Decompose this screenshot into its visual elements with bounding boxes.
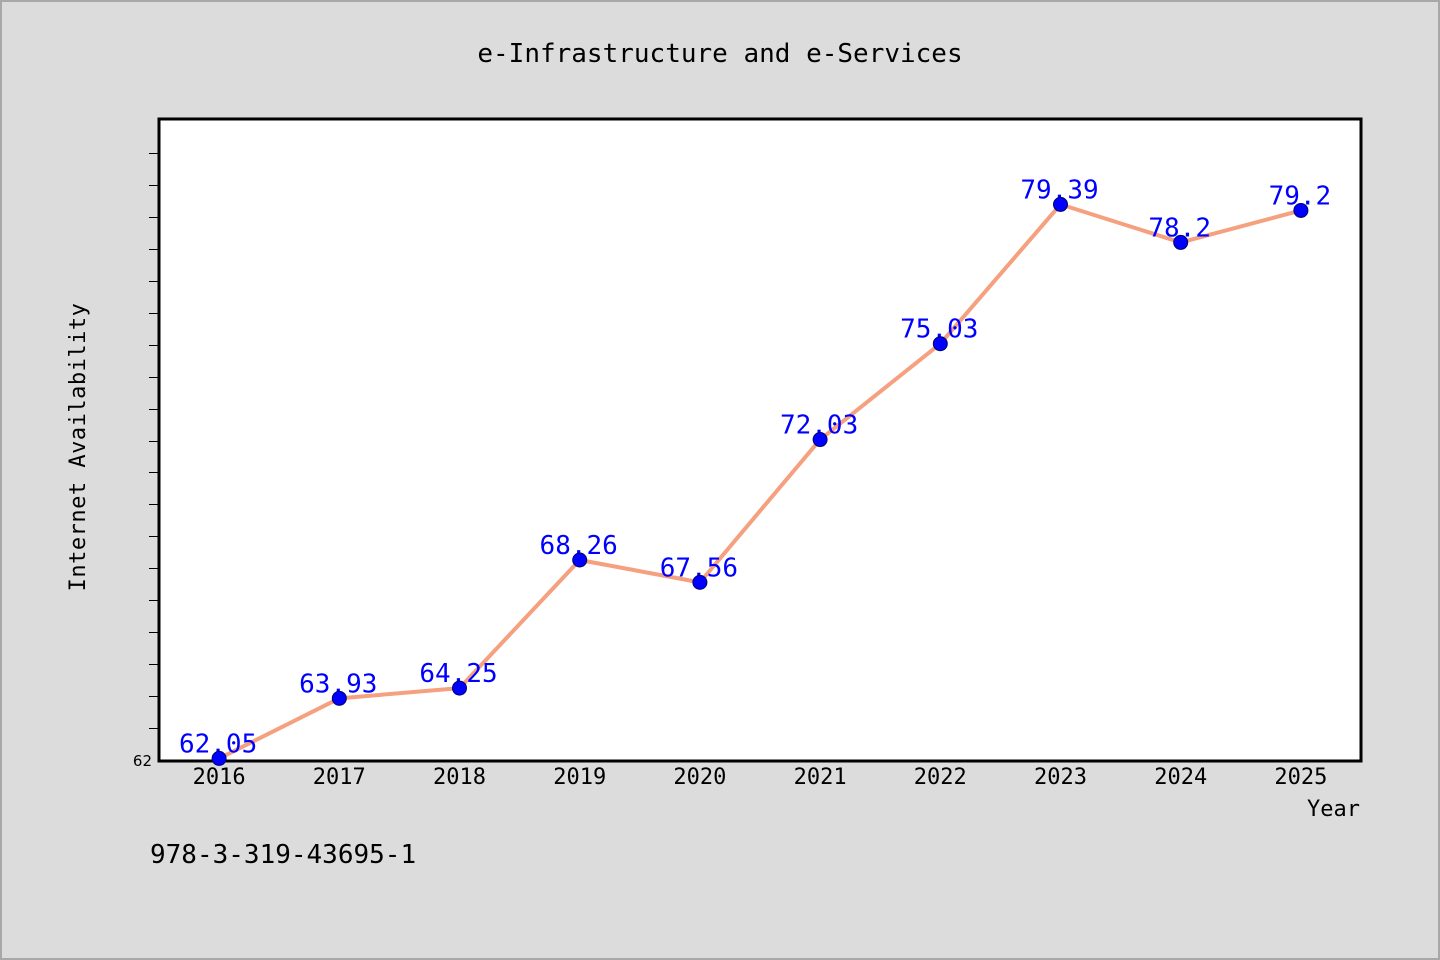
x-tick-label: 2022	[914, 765, 967, 790]
data-point-marker	[1053, 196, 1068, 212]
data-point-marker	[1293, 202, 1309, 218]
x-tick-label: 2023	[1034, 765, 1087, 790]
data-point-marker	[812, 432, 828, 448]
y-tick-label: 62	[133, 752, 152, 770]
data-point-marker	[331, 690, 347, 706]
x-tick-label: 2017	[313, 765, 366, 790]
x-tick-label: 2024	[1154, 765, 1207, 790]
chart-title: e-Infrastructure and e-Services	[477, 39, 962, 69]
data-point-marker	[211, 750, 227, 766]
x-axis-label: Year	[1307, 797, 1360, 822]
data-point-marker	[572, 552, 588, 568]
series-line	[217, 202, 1303, 761]
x-tick-label: 2021	[794, 765, 847, 790]
footer-id-text: 978-3-319-43695-1	[150, 840, 416, 870]
x-tick-label: 2025	[1274, 765, 1327, 790]
data-point-marker	[1173, 234, 1189, 250]
x-tick-label: 2019	[553, 765, 606, 790]
data-point-marker	[932, 336, 948, 352]
data-point-markers	[211, 196, 1309, 766]
y-axis-ticks	[149, 153, 158, 729]
y-axis-label: Internet Availability	[66, 303, 91, 592]
data-point-marker	[452, 680, 467, 696]
x-axis-tick-labels: 2016 2017 2018 2019 2020 2021 2022 2023 2024 2025	[193, 765, 1328, 790]
x-tick-label: 2020	[673, 765, 726, 790]
x-tick-label: 2018	[433, 765, 486, 790]
plot-area	[157, 117, 1363, 763]
x-tick-label: 2016	[193, 765, 246, 790]
data-point-marker	[692, 574, 708, 590]
